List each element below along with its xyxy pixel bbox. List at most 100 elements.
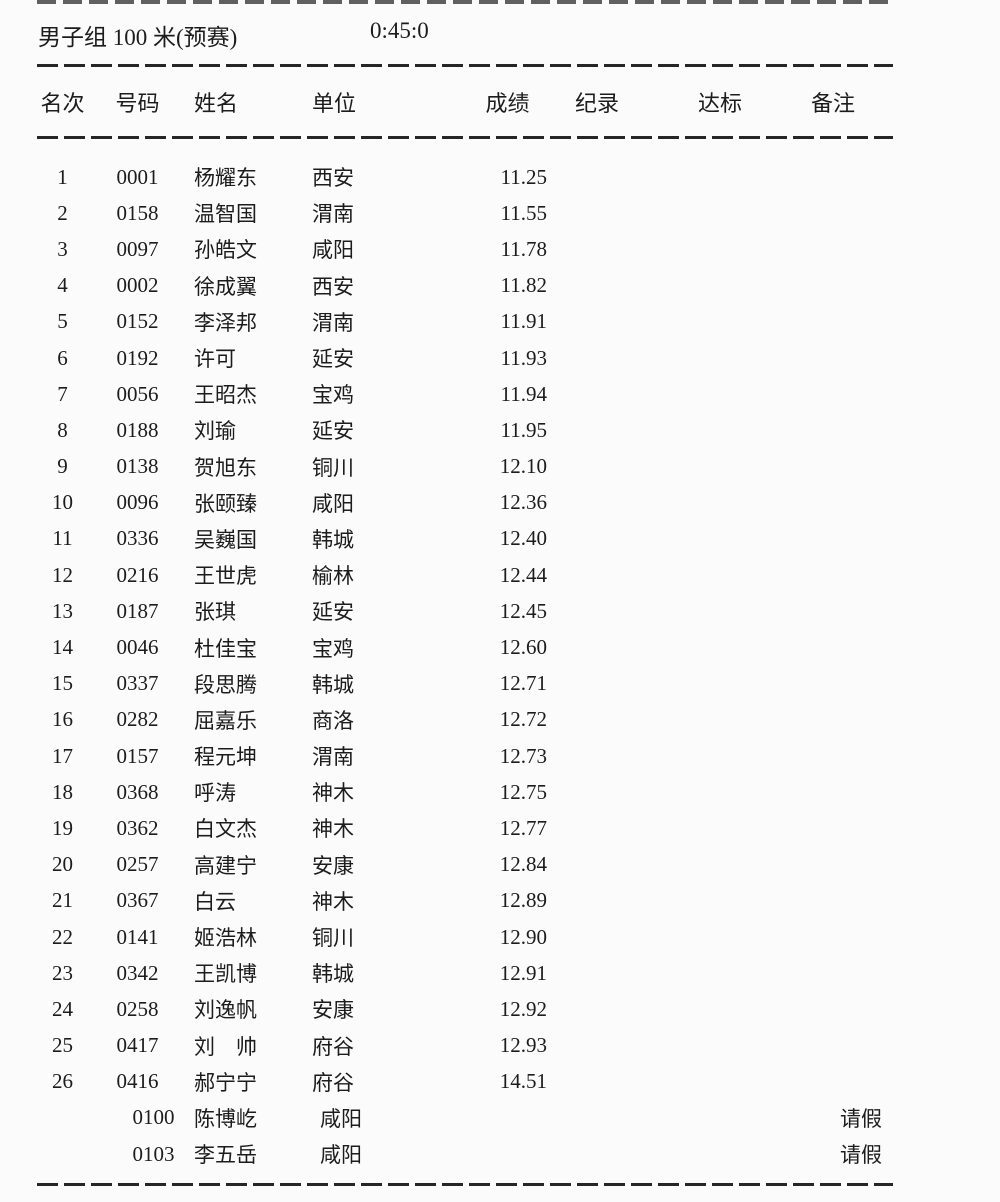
table-row: 7 0056 王昭杰 宝鸡 11.94 [0, 376, 1000, 412]
column-header-remark: 备注 [811, 91, 856, 116]
table-row: 22 0141 姬浩林 铜川 12.90 [0, 919, 1000, 955]
cell-rank: 10 [52, 490, 73, 515]
cell-unit: 延安 [312, 347, 354, 372]
table-row: 16 0282 屈嘉乐 商洛 12.72 [0, 702, 1000, 738]
cell-result: 11.78 [500, 236, 547, 261]
cell-unit: 神木 [312, 889, 354, 914]
table-row: 12 0216 王世虎 榆林 12.44 [0, 557, 1000, 593]
table-row: 10 0096 张颐臻 咸阳 12.36 [0, 485, 1000, 521]
table-row: 6 0192 许可 延安 11.93 [0, 340, 1000, 376]
cell-rank: 22 [52, 924, 73, 949]
cell-result: 12.93 [499, 1033, 547, 1058]
table-row: 25 0417 刘 帅 府谷 12.93 [0, 1028, 1000, 1064]
table-row: 11 0336 吴巍国 韩城 12.40 [0, 521, 1000, 557]
table-row: 13 0187 张琪 延安 12.45 [0, 593, 1000, 629]
cell-result: 11.95 [500, 417, 547, 442]
cell-name: 徐成翼 [194, 274, 257, 299]
table-row: 15 0337 段思腾 韩城 12.71 [0, 666, 1000, 702]
column-header-number: 号码 [115, 91, 160, 116]
cell-rank: 16 [52, 707, 73, 732]
header-bottom-divider [37, 136, 893, 139]
cell-name: 杨耀东 [194, 166, 257, 191]
cell-name: 李五岳 [194, 1143, 257, 1168]
cell-name: 许可 [194, 347, 236, 372]
cell-number: 0336 [116, 526, 159, 551]
cell-number: 0417 [116, 1033, 159, 1058]
cell-rank: 6 [57, 345, 68, 370]
cell-number: 0258 [116, 996, 159, 1021]
cell-result: 12.60 [499, 635, 547, 660]
cell-rank: 24 [52, 996, 73, 1021]
cell-number: 0188 [116, 417, 159, 442]
title-bar: 男子组 100 米(预赛) 0:45:0 [0, 18, 1000, 50]
cell-rank: 21 [52, 888, 73, 913]
cell-name: 刘瑜 [194, 419, 236, 444]
cell-rank: 9 [57, 454, 68, 479]
cell-rank: 11 [52, 526, 73, 551]
cell-result: 12.84 [499, 852, 547, 877]
cell-unit: 咸阳 [320, 1106, 362, 1131]
cell-unit: 西安 [312, 166, 354, 191]
cell-unit: 延安 [312, 600, 354, 625]
column-header-standard: 达标 [698, 91, 743, 116]
cell-rank: 19 [52, 815, 73, 840]
cell-name: 张颐臻 [194, 491, 257, 516]
cell-unit: 府谷 [312, 1070, 354, 1095]
cell-result: 12.36 [499, 490, 547, 515]
cell-result: 12.71 [499, 671, 547, 696]
table-header: 名次 号码 姓名 单位 成绩 纪录 达标 备注 [0, 86, 1000, 116]
table-row: 3 0097 孙皓文 咸阳 11.78 [0, 231, 1000, 267]
cell-result: 12.45 [499, 598, 547, 623]
cell-rank: 2 [57, 200, 68, 225]
cell-result: 11.55 [500, 200, 547, 225]
header-top-divider [37, 64, 893, 67]
cell-number: 0138 [116, 454, 159, 479]
cell-number: 0342 [116, 960, 159, 985]
cell-result: 12.44 [499, 562, 547, 587]
cell-result: 12.10 [499, 454, 547, 479]
cell-number: 0216 [116, 562, 159, 587]
cell-number: 0367 [116, 888, 159, 913]
cell-number: 0282 [116, 707, 159, 732]
cell-number: 0257 [116, 852, 159, 877]
column-header-unit: 单位 [312, 91, 357, 116]
cell-rank: 25 [52, 1033, 73, 1058]
cell-rank: 18 [52, 779, 73, 804]
cell-name: 高建宁 [194, 853, 257, 878]
cell-rank: 20 [52, 852, 73, 877]
table-row: 5 0152 李泽邦 渭南 11.91 [0, 304, 1000, 340]
table-row: 26 0416 郝宁宁 府谷 14.51 [0, 1064, 1000, 1100]
cell-unit: 宝鸡 [312, 383, 354, 408]
cell-name: 王世虎 [194, 564, 257, 589]
cell-number: 0158 [116, 200, 159, 225]
table-row: 8 0188 刘瑜 延安 11.95 [0, 412, 1000, 448]
cell-name: 刘逸帆 [194, 998, 257, 1023]
cell-number: 0096 [116, 490, 159, 515]
cell-unit: 延安 [312, 419, 354, 444]
cell-number: 0187 [116, 598, 159, 623]
cell-remark: 请假 [840, 1106, 882, 1131]
cell-unit: 咸阳 [312, 491, 354, 516]
cell-number: 0046 [116, 635, 159, 660]
cell-number: 0192 [116, 345, 159, 370]
cell-unit: 咸阳 [320, 1143, 362, 1168]
cell-name: 白云 [194, 889, 236, 914]
cell-unit: 韩城 [312, 672, 354, 697]
cell-name: 贺旭东 [194, 455, 257, 480]
cell-name: 张琪 [194, 600, 236, 625]
cell-number: 0337 [116, 671, 159, 696]
cell-number: 0100 [132, 1105, 175, 1130]
table-row: 14 0046 杜佳宝 宝鸡 12.60 [0, 629, 1000, 665]
table-row: 20 0257 高建宁 安康 12.84 [0, 847, 1000, 883]
table-row: 1 0001 杨耀东 西安 11.25 [0, 159, 1000, 195]
cell-name: 李泽邦 [194, 310, 257, 335]
table-row: 18 0368 呼涛 神木 12.75 [0, 774, 1000, 810]
column-header-result: 成绩 [485, 91, 530, 116]
cell-number: 0056 [116, 381, 159, 406]
cell-result: 12.72 [499, 707, 547, 732]
cell-name: 王凯博 [194, 962, 257, 987]
cell-name: 郝宁宁 [194, 1070, 257, 1095]
cell-result: 12.90 [499, 924, 547, 949]
cell-rank: 3 [57, 236, 68, 261]
